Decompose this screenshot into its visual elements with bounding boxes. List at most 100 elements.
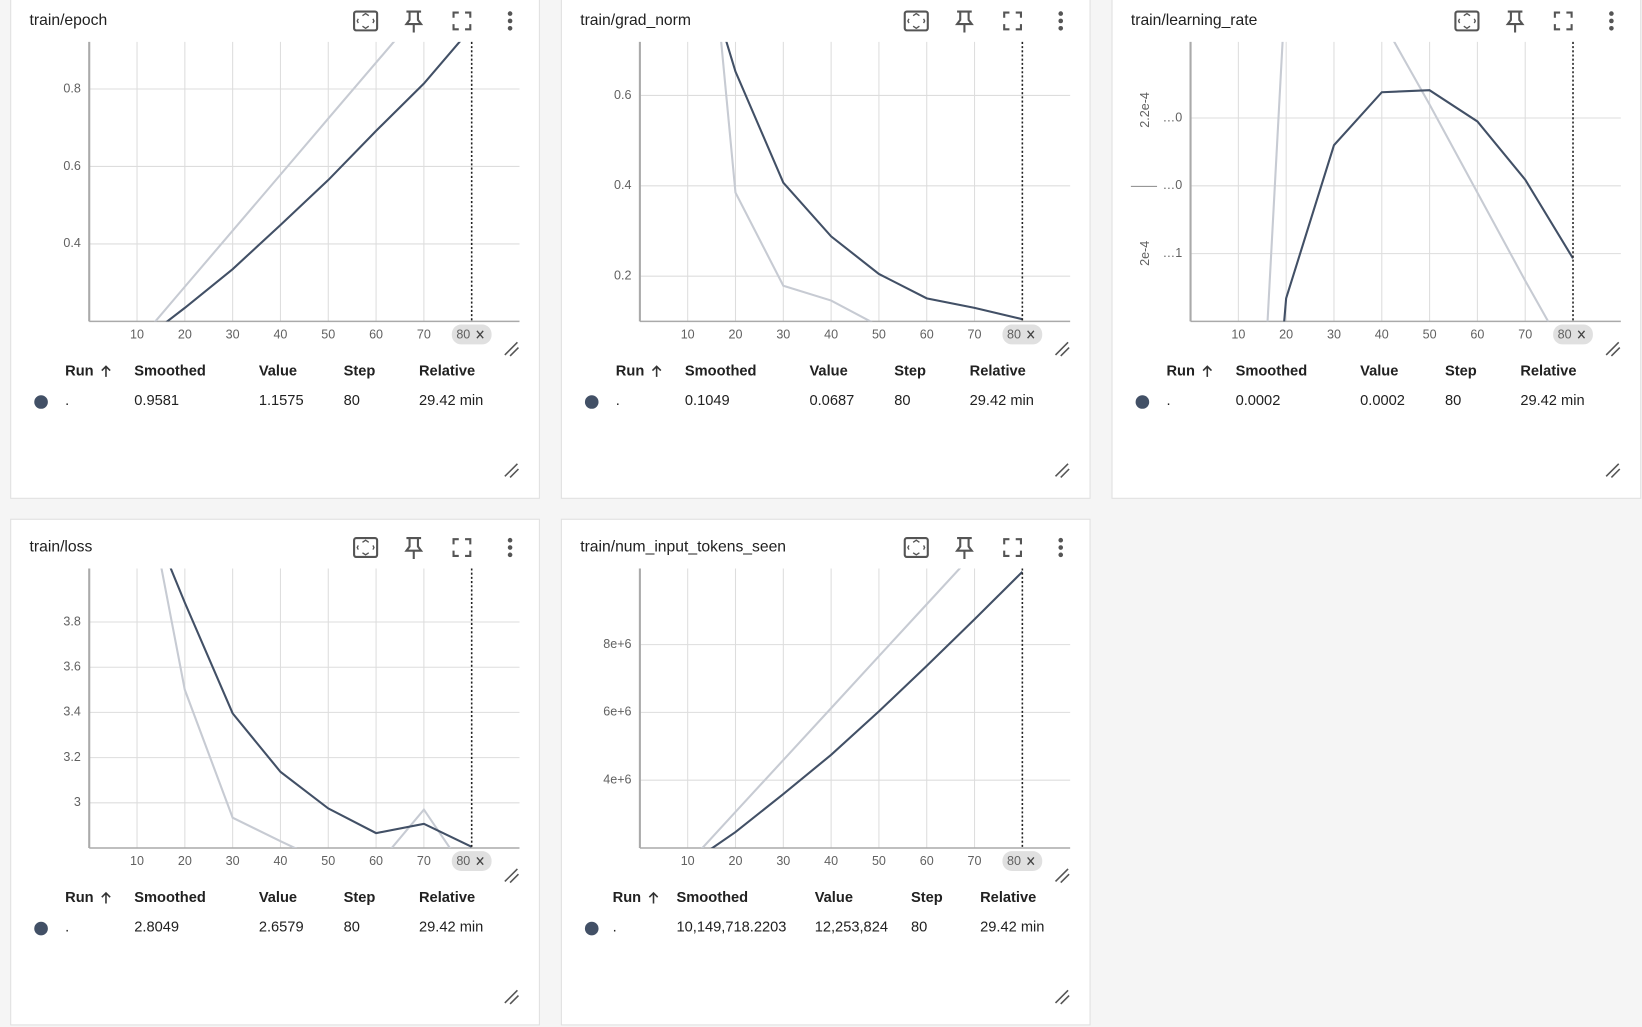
run-color bbox=[34, 395, 48, 409]
resize-handle[interactable] bbox=[1054, 463, 1070, 478]
cursor-chip bbox=[451, 324, 492, 345]
raw-line bbox=[160, 568, 452, 848]
y-tick-label: 8e+6 bbox=[603, 637, 631, 651]
table-header: Run bbox=[616, 364, 645, 380]
icon-full[interactable] bbox=[1003, 11, 1023, 31]
icon-fit[interactable] bbox=[353, 10, 379, 32]
y-tick-label: …1 bbox=[1163, 246, 1183, 260]
icon-pin[interactable] bbox=[955, 537, 974, 560]
y-tick-label: 0.6 bbox=[63, 159, 80, 173]
x-tick-label: 40 bbox=[824, 327, 838, 341]
table-cell: 0.9581 bbox=[134, 393, 179, 409]
y-tick-label: …0 bbox=[1163, 110, 1183, 124]
smoothed-line bbox=[165, 41, 461, 322]
sort-arrow[interactable] bbox=[648, 891, 659, 904]
x-tick-label: 10 bbox=[1231, 327, 1245, 341]
plot: 0.4 0.6 0.8 10 20 30 40 50 60 70 80 bbox=[63, 41, 520, 345]
icon-fit[interactable] bbox=[903, 10, 929, 32]
icon-full[interactable] bbox=[1003, 538, 1023, 557]
table-cell: 29.42 min bbox=[419, 919, 483, 935]
icon-fit[interactable] bbox=[353, 537, 379, 558]
raw-line bbox=[720, 41, 873, 322]
table-header: Run bbox=[613, 890, 642, 906]
table-header: Relative bbox=[970, 364, 1026, 380]
resize-handle[interactable] bbox=[504, 868, 520, 884]
icon-menu[interactable] bbox=[507, 11, 513, 31]
table-header: Smoothed bbox=[685, 364, 757, 380]
plot: 0.2 0.4 0.6 10 20 30 40 50 60 70 80 bbox=[614, 41, 1071, 345]
y-tick-label: …0 bbox=[1163, 178, 1183, 192]
table-header: Smoothed bbox=[134, 890, 206, 906]
icon-menu[interactable] bbox=[1609, 11, 1614, 31]
icon-full[interactable] bbox=[452, 538, 472, 557]
icon-fit[interactable] bbox=[903, 537, 929, 558]
card-title: train/num_input_tokens_seen bbox=[580, 539, 786, 556]
table-cell: 80 bbox=[344, 393, 360, 409]
cursor-close[interactable] bbox=[1027, 856, 1035, 866]
table-header: Run bbox=[1166, 364, 1195, 380]
plot: 4e+6 6e+6 8e+6 10 20 30 40 50 60 70 80 bbox=[603, 568, 1071, 872]
resize-handle[interactable] bbox=[1605, 341, 1621, 357]
cursor-close[interactable] bbox=[476, 856, 484, 866]
x-tick-label: 70 bbox=[968, 854, 982, 868]
table-header: Smoothed bbox=[677, 890, 749, 906]
table-header: Run bbox=[65, 364, 94, 380]
x-tick-label: 10 bbox=[130, 854, 144, 868]
icon-pin[interactable] bbox=[404, 10, 424, 33]
resize-handle[interactable] bbox=[1605, 463, 1621, 478]
sort-arrow[interactable] bbox=[101, 365, 111, 377]
icon-full[interactable] bbox=[1553, 11, 1573, 31]
x-tick-label: 20 bbox=[178, 327, 192, 341]
icon-pin[interactable] bbox=[404, 537, 424, 560]
smoothed-line bbox=[1283, 89, 1574, 322]
icon-menu[interactable] bbox=[507, 537, 513, 558]
x-tick-label: 60 bbox=[920, 854, 934, 868]
run-color bbox=[584, 921, 599, 936]
resize-handle[interactable] bbox=[504, 463, 520, 478]
y-tick-label: 0.8 bbox=[63, 81, 80, 95]
resize-handle[interactable] bbox=[1054, 868, 1070, 884]
icon-pin[interactable] bbox=[1505, 10, 1525, 33]
resize-handle[interactable] bbox=[1054, 341, 1070, 357]
cursor-close[interactable] bbox=[1027, 330, 1035, 339]
resize-handle[interactable] bbox=[504, 989, 520, 1005]
icon-full[interactable] bbox=[452, 11, 472, 31]
sort-arrow[interactable] bbox=[101, 891, 111, 904]
x-tick-label: 50 bbox=[872, 327, 886, 341]
icon-menu[interactable] bbox=[1058, 537, 1064, 558]
cursor-close[interactable] bbox=[476, 330, 484, 339]
x-tick-label: 20 bbox=[729, 854, 743, 868]
run-color bbox=[1135, 395, 1150, 409]
icon-fit[interactable] bbox=[1454, 10, 1480, 32]
smoothed-line bbox=[725, 41, 1023, 321]
table-header: Relative bbox=[419, 890, 475, 906]
resize-handle[interactable] bbox=[504, 341, 520, 357]
smoothed-line bbox=[710, 571, 1024, 848]
resize-handle[interactable] bbox=[1054, 989, 1070, 1005]
x-tick-label: 10 bbox=[681, 854, 695, 868]
table-header: Step bbox=[344, 890, 376, 906]
card-frame bbox=[10, 0, 540, 499]
y-tick-label: 0.6 bbox=[614, 88, 631, 102]
cursor-close[interactable] bbox=[1577, 330, 1586, 339]
sort-arrow[interactable] bbox=[651, 365, 662, 377]
card-title: train/grad_norm bbox=[580, 12, 691, 29]
table-header: Value bbox=[259, 890, 297, 906]
run-color bbox=[34, 921, 48, 936]
x-tick-label: 20 bbox=[729, 327, 743, 341]
card-frame bbox=[560, 0, 1091, 499]
table-header: Value bbox=[1360, 364, 1398, 380]
icon-pin[interactable] bbox=[955, 10, 974, 33]
x-tick-label: 30 bbox=[226, 327, 240, 341]
y-tick-label: 3.2 bbox=[63, 750, 80, 764]
x-tick-label: 50 bbox=[1423, 327, 1437, 341]
sort-arrow[interactable] bbox=[1202, 365, 1213, 377]
x-tick-label: 50 bbox=[321, 854, 335, 868]
x-tick-label: 60 bbox=[369, 854, 383, 868]
x-tick-label: 40 bbox=[273, 327, 287, 341]
icon-menu[interactable] bbox=[1058, 11, 1064, 31]
cursor-chip bbox=[1002, 851, 1043, 872]
y-tick-label: 3 bbox=[74, 795, 81, 809]
